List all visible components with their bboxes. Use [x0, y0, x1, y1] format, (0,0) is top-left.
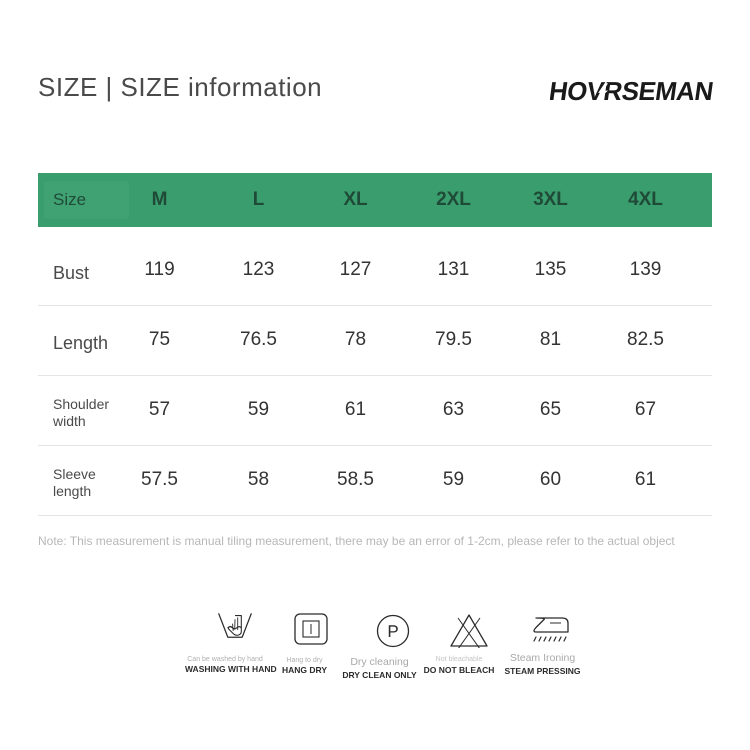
svg-text:P: P — [387, 622, 398, 641]
svg-text:HOVRSEMAN: HOVRSEMAN — [550, 79, 715, 106]
